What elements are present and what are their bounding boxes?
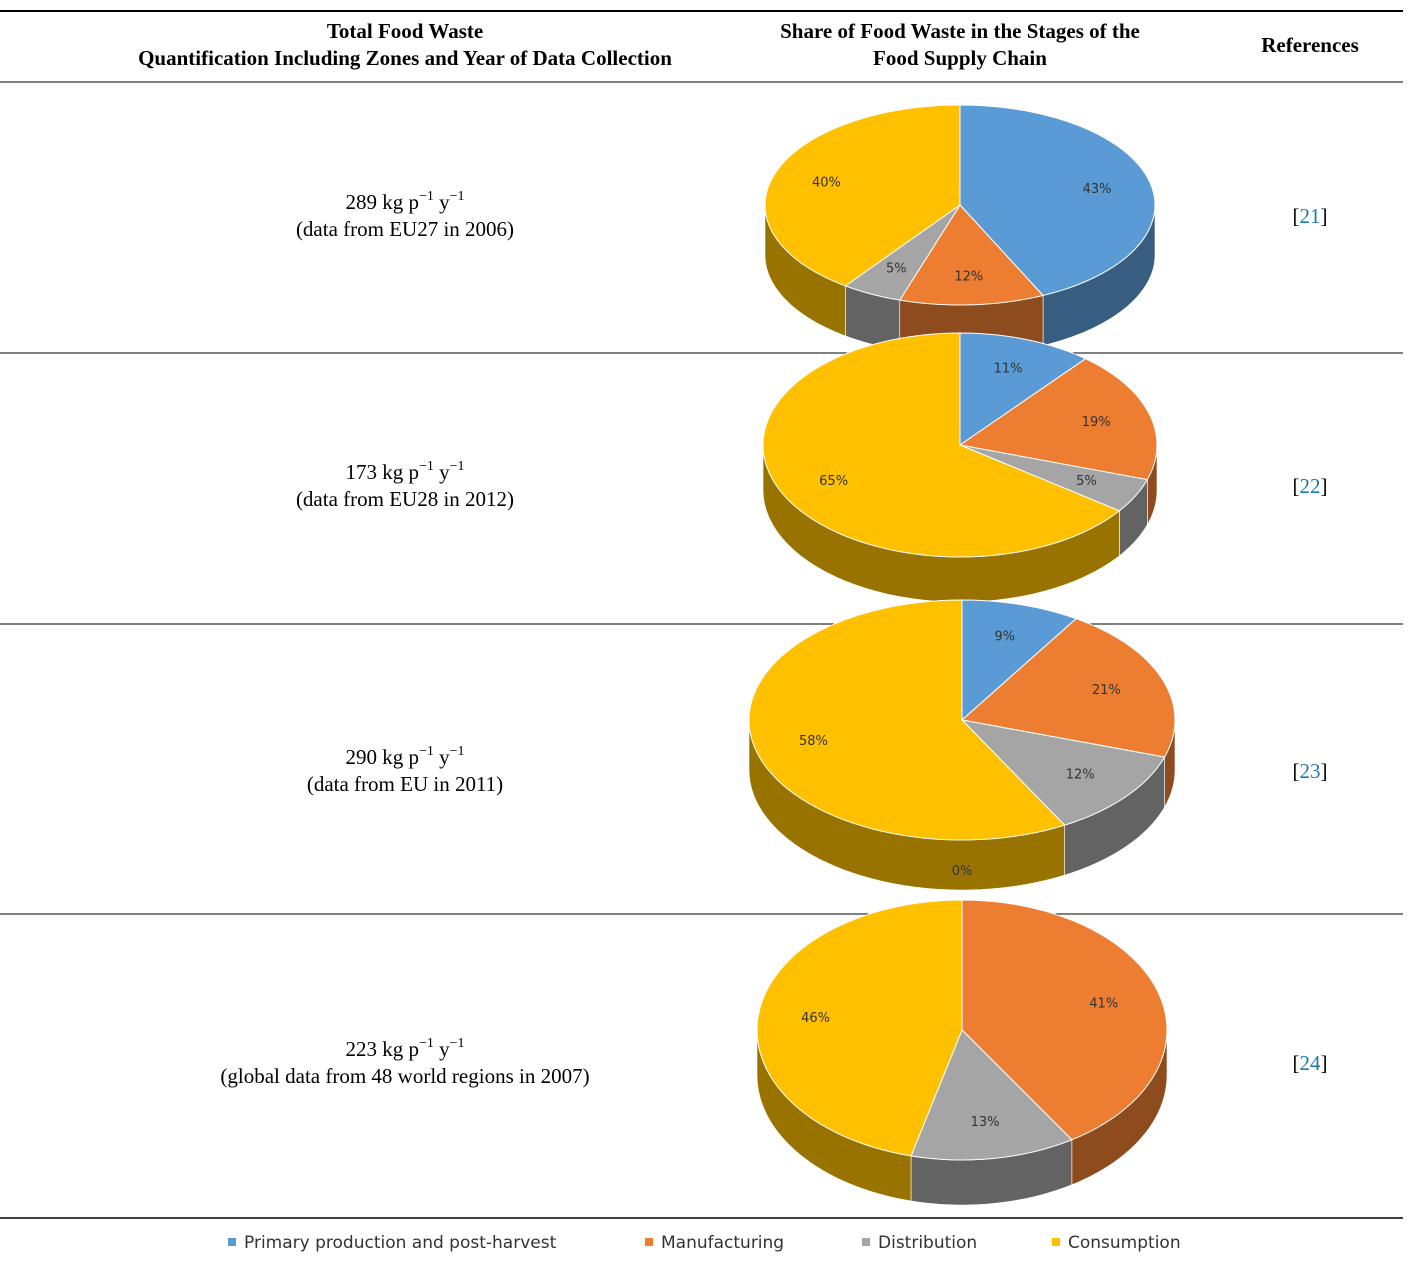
quantity-text: 289 kg p bbox=[345, 190, 419, 214]
pie-label: 12% bbox=[954, 269, 983, 284]
pie-slice bbox=[960, 618, 1176, 758]
exponent: −1 bbox=[419, 459, 434, 474]
bracket: [ bbox=[1293, 204, 1300, 228]
exponent: −1 bbox=[419, 1036, 434, 1051]
reference-link: 21 bbox=[1300, 204, 1321, 228]
bracket: [ bbox=[1293, 759, 1300, 783]
bracket: ] bbox=[1321, 474, 1328, 498]
exponent: −1 bbox=[419, 744, 434, 759]
pie-slice bbox=[958, 358, 1158, 481]
pie-label: 13% bbox=[971, 1115, 1000, 1130]
legend-label: Consumption bbox=[1068, 1233, 1181, 1253]
pie-label: 19% bbox=[1082, 415, 1111, 430]
pie-chart: 0% 41% 13% 46% bbox=[756, 864, 1168, 1206]
header-text: References bbox=[1261, 33, 1359, 57]
pie-slice bbox=[748, 599, 1066, 841]
legend-swatch bbox=[1052, 1238, 1060, 1246]
pie-label: 46% bbox=[801, 1011, 830, 1026]
exponent: −1 bbox=[450, 744, 465, 759]
pie-slice bbox=[898, 204, 1044, 306]
quantity: 173 kg p−1 y−1 bbox=[345, 459, 464, 484]
legend-swatch bbox=[862, 1238, 870, 1246]
pie-label: 5% bbox=[1076, 474, 1097, 489]
pie-slice bbox=[910, 1029, 1073, 1161]
bracket: ] bbox=[1321, 759, 1328, 783]
header-text: Total Food Waste bbox=[327, 19, 483, 43]
bracket: ] bbox=[1321, 204, 1328, 228]
pie-slice bbox=[959, 104, 1156, 297]
pie-label: 43% bbox=[1083, 182, 1112, 197]
quantity: 289 kg p−1 y−1 bbox=[345, 189, 464, 214]
pie-label: 12% bbox=[1066, 768, 1095, 783]
bracket: [ bbox=[1293, 474, 1300, 498]
pie-label: 65% bbox=[819, 474, 848, 489]
quantity-text: y bbox=[434, 1037, 450, 1061]
legend-label: Primary production and post-harvest bbox=[244, 1233, 557, 1253]
pie-slice bbox=[756, 899, 963, 1157]
reference-link: 24 bbox=[1300, 1051, 1322, 1075]
pie-slice bbox=[762, 332, 1121, 558]
quantity-text: y bbox=[434, 460, 450, 484]
quantity: 223 kg p−1 y−1 bbox=[345, 1036, 464, 1061]
header-text: Quantification Including Zones and Year … bbox=[138, 46, 672, 70]
data-note: (data from EU27 in 2006) bbox=[296, 217, 514, 241]
pie-slice bbox=[960, 719, 1166, 826]
reference: [24] bbox=[1293, 1051, 1328, 1075]
pie-label: 11% bbox=[994, 362, 1023, 377]
pie-chart: 11% 19% 5% 65% bbox=[762, 332, 1158, 603]
legend-label: Distribution bbox=[878, 1233, 977, 1253]
header-text: Share of Food Waste in the Stages of the bbox=[780, 19, 1140, 43]
pie-slice bbox=[844, 204, 961, 301]
pie-label: 40% bbox=[812, 175, 841, 190]
header-text: Food Supply Chain bbox=[873, 46, 1047, 70]
exponent: −1 bbox=[450, 1036, 465, 1051]
reference-link: 23 bbox=[1300, 759, 1321, 783]
pie-chart: 43% 12% 5% 40% bbox=[764, 104, 1156, 356]
quantity-text: 290 kg p bbox=[345, 745, 419, 769]
reference: [21] bbox=[1293, 204, 1328, 228]
pie-slice bbox=[764, 104, 961, 287]
legend-swatch bbox=[645, 1238, 653, 1246]
pie-label: 9% bbox=[994, 630, 1015, 645]
pie-slice bbox=[961, 599, 1078, 722]
exponent: −1 bbox=[419, 189, 434, 204]
exponent: −1 bbox=[450, 189, 465, 204]
quantity-text: y bbox=[434, 745, 450, 769]
pie-slice bbox=[959, 332, 1087, 446]
pie-slice bbox=[961, 899, 1168, 1141]
reference: [22] bbox=[1293, 474, 1328, 498]
pie-slice bbox=[959, 444, 1149, 512]
bracket: ] bbox=[1321, 1051, 1328, 1075]
reference: [23] bbox=[1293, 759, 1328, 783]
pie-label: 21% bbox=[1092, 683, 1121, 698]
quantity: 290 kg p−1 y−1 bbox=[345, 744, 464, 769]
pie-label: 41% bbox=[1089, 996, 1118, 1011]
legend-label: Manufacturing bbox=[661, 1233, 784, 1253]
exponent: −1 bbox=[450, 459, 465, 474]
quantity-text: 173 kg p bbox=[345, 460, 419, 484]
quantity-text: y bbox=[434, 190, 450, 214]
data-note: (global data from 48 world regions in 20… bbox=[220, 1064, 589, 1088]
pie-label: 5% bbox=[886, 262, 907, 277]
data-note: (data from EU28 in 2012) bbox=[296, 487, 514, 511]
reference-link: 22 bbox=[1300, 474, 1321, 498]
legend-swatch bbox=[228, 1238, 236, 1246]
data-note: (data from EU in 2011) bbox=[307, 772, 503, 796]
bracket: [ bbox=[1293, 1051, 1300, 1075]
quantity-text: 223 kg p bbox=[345, 1037, 419, 1061]
pie-chart: 9% 21% 12% 58% bbox=[748, 599, 1176, 891]
pie-label: 0% bbox=[952, 864, 973, 879]
pie-label: 58% bbox=[799, 734, 828, 749]
